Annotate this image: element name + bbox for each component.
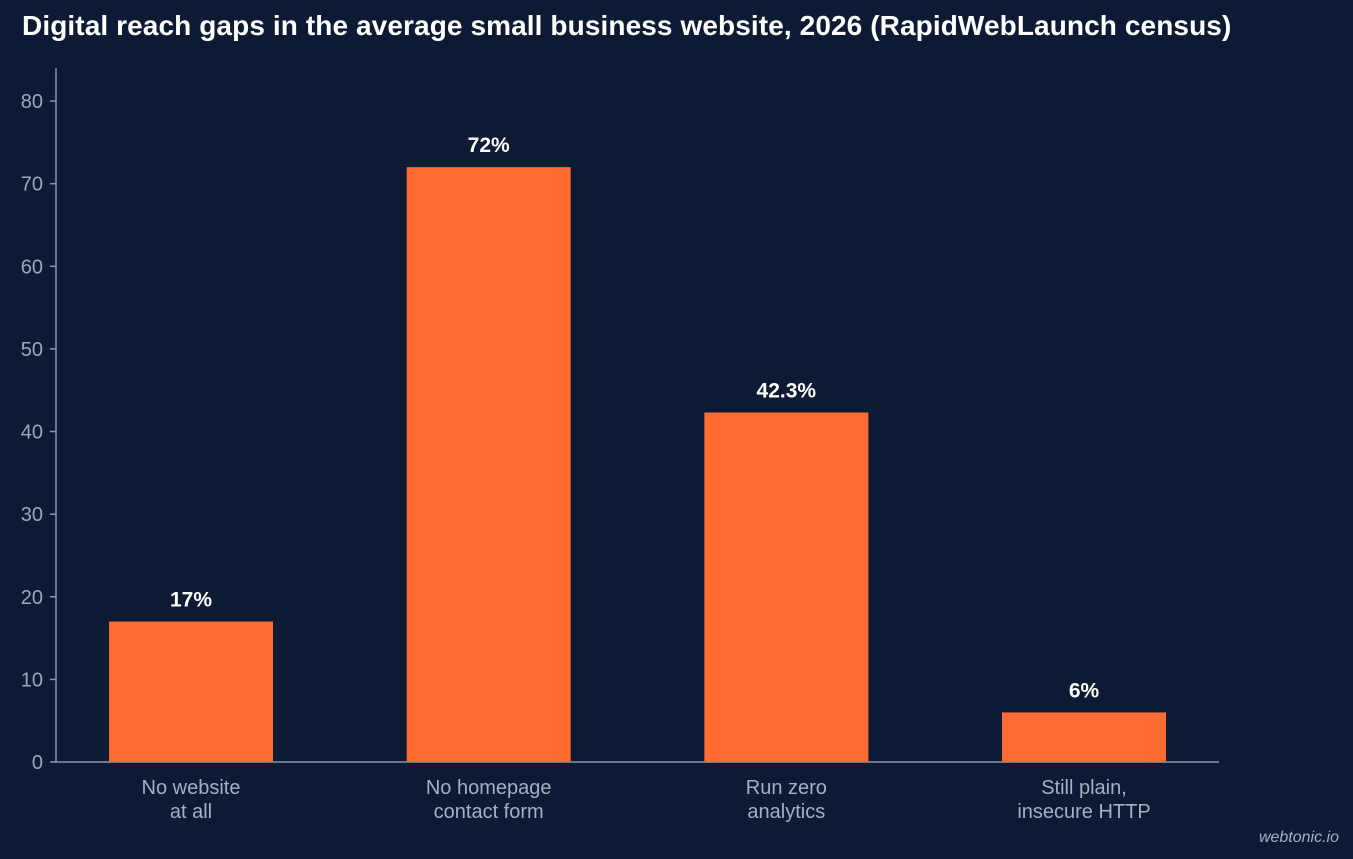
source-credit: webtonic.io (1258, 829, 1339, 846)
category-label: insecure HTTP (1017, 801, 1150, 823)
y-tick-label: 30 (21, 504, 43, 526)
chart-title: Digital reach gaps in the average small … (22, 10, 1232, 41)
data-label: 17% (170, 589, 212, 612)
bar (1002, 712, 1166, 762)
category-label: at all (170, 801, 212, 823)
category-label: Run zero (746, 777, 827, 799)
data-label: 42.3% (757, 380, 817, 403)
category-label: No website (142, 777, 241, 799)
y-tick-label: 10 (21, 669, 43, 691)
data-label: 6% (1069, 679, 1100, 702)
category-label: contact form (434, 801, 544, 823)
bars (109, 167, 1166, 763)
y-tick-label: 80 (21, 91, 43, 113)
bar (704, 412, 869, 762)
category-label: Still plain, (1041, 777, 1127, 799)
y-tick-label: 40 (21, 422, 43, 444)
data-label: 72% (468, 134, 510, 157)
category-label: No homepage (426, 777, 552, 799)
bar (406, 167, 571, 763)
y-tick-label: 70 (21, 174, 43, 196)
y-tick-label: 20 (21, 587, 43, 609)
data-labels: 17% 72% 42.3% 6% (170, 134, 1100, 702)
y-tick-label: 50 (21, 339, 43, 361)
category-label: analytics (747, 801, 825, 823)
y-tick-label: 0 (32, 752, 43, 774)
y-tick-label: 60 (21, 256, 43, 278)
bar (109, 621, 273, 762)
y-axis: 0 10 20 30 40 50 60 70 80 (21, 68, 57, 774)
